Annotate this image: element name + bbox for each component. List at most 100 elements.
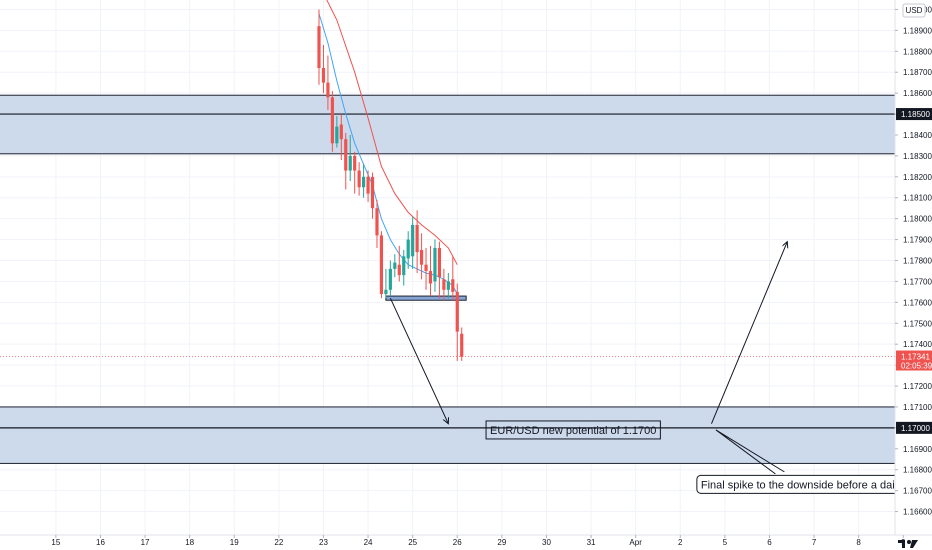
candle[interactable] bbox=[451, 256, 455, 301]
candle[interactable] bbox=[393, 254, 397, 278]
candle[interactable] bbox=[326, 55, 330, 110]
candle[interactable] bbox=[411, 216, 415, 269]
candle[interactable] bbox=[433, 239, 437, 292]
callout-pointer bbox=[715, 429, 785, 475]
time-ticks: 15161718192223242526293031Apr256789 bbox=[51, 535, 906, 547]
time-tick-label: 17 bbox=[141, 538, 150, 547]
candle[interactable] bbox=[402, 250, 406, 286]
time-tick-label: 5 bbox=[723, 538, 728, 547]
candle[interactable] bbox=[446, 273, 450, 299]
candle-body bbox=[442, 279, 446, 290]
time-tick-label: 6 bbox=[767, 538, 772, 547]
candle[interactable] bbox=[366, 170, 370, 202]
price-tick-label: 1.17400 bbox=[903, 340, 932, 349]
price-tick-label: 1.18000 bbox=[903, 215, 932, 224]
candle[interactable] bbox=[455, 283, 459, 361]
candle[interactable] bbox=[428, 245, 433, 297]
candle-body bbox=[411, 224, 415, 257]
candle-body bbox=[393, 262, 397, 269]
time-tick-label: 19 bbox=[230, 538, 239, 547]
time-tick-label: 15 bbox=[51, 538, 60, 547]
candle[interactable] bbox=[362, 164, 366, 198]
candlesticks[interactable] bbox=[317, 9, 464, 361]
time-tick-label: 22 bbox=[274, 538, 283, 547]
candle-body bbox=[375, 208, 379, 236]
candle[interactable] bbox=[437, 241, 442, 299]
price-levels[interactable] bbox=[0, 113, 932, 429]
price-axis[interactable]: 1.190001.189001.188001.187001.186001.185… bbox=[894, 0, 932, 535]
candle-body bbox=[321, 68, 326, 83]
candle[interactable] bbox=[379, 231, 384, 299]
candle[interactable] bbox=[375, 199, 379, 248]
candle-body bbox=[424, 264, 428, 271]
price-tick-label: 1.17700 bbox=[903, 277, 932, 286]
candle-body bbox=[384, 289, 388, 294]
candle-body bbox=[406, 239, 410, 259]
candle[interactable] bbox=[442, 268, 446, 301]
price-tick-label: 1.17100 bbox=[903, 403, 932, 412]
annotation-box bbox=[485, 420, 661, 440]
candle-body bbox=[317, 26, 321, 69]
candle-body bbox=[455, 291, 459, 332]
price-tick-label: 1.18100 bbox=[903, 194, 932, 203]
projection-arrow[interactable] bbox=[711, 242, 787, 424]
candle[interactable] bbox=[460, 327, 464, 361]
candle-body bbox=[419, 250, 424, 265]
candle-body bbox=[357, 170, 361, 188]
support-resistance-zone[interactable] bbox=[0, 94, 932, 155]
projection-arrow[interactable] bbox=[389, 297, 448, 424]
price-label-bg bbox=[896, 421, 932, 434]
annotation-text: Final spike to the downside before a dai… bbox=[701, 479, 932, 491]
tradingview-logo bbox=[898, 540, 918, 548]
price-label-bg bbox=[896, 108, 932, 121]
candle[interactable] bbox=[330, 91, 334, 152]
candle-body bbox=[366, 176, 370, 194]
candle[interactable] bbox=[353, 151, 357, 194]
candle-body bbox=[415, 224, 419, 253]
countdown-text: 02:05:39 bbox=[901, 362, 932, 371]
candle-body bbox=[460, 333, 464, 357]
candle[interactable] bbox=[415, 210, 419, 274]
support-resistance-zone[interactable] bbox=[0, 406, 932, 464]
candle-body bbox=[446, 281, 450, 290]
candle[interactable] bbox=[339, 114, 343, 161]
zones[interactable] bbox=[0, 94, 932, 464]
time-tick-label: 18 bbox=[185, 538, 194, 547]
candle[interactable] bbox=[335, 116, 339, 148]
candle[interactable] bbox=[321, 45, 326, 94]
level-price-label: 1.18500 bbox=[896, 108, 932, 121]
candle[interactable] bbox=[397, 245, 401, 282]
candle[interactable] bbox=[348, 134, 352, 182]
price-tick-label: 1.18900 bbox=[903, 26, 932, 35]
ma-slow-line bbox=[326, 0, 458, 265]
candle[interactable] bbox=[384, 268, 388, 299]
candle-body bbox=[437, 247, 442, 278]
candle-body bbox=[326, 82, 330, 98]
candle-body bbox=[339, 124, 343, 140]
price-tick-label: 1.17900 bbox=[903, 236, 932, 245]
target-annotation[interactable]: EUR/USD new potential of 1.1700 bbox=[485, 420, 661, 440]
candle[interactable] bbox=[370, 172, 375, 219]
time-tick-label: 31 bbox=[587, 538, 596, 547]
time-tick-label: 25 bbox=[408, 538, 417, 547]
candle[interactable] bbox=[424, 247, 428, 290]
candle-body bbox=[353, 155, 357, 171]
candle[interactable] bbox=[406, 231, 410, 269]
candle[interactable] bbox=[388, 260, 392, 297]
support-zone-small[interactable] bbox=[385, 295, 467, 301]
candle[interactable] bbox=[357, 162, 361, 196]
candle[interactable] bbox=[344, 132, 348, 190]
candle[interactable] bbox=[419, 233, 424, 280]
time-tick-label: 2 bbox=[678, 538, 683, 547]
time-axis[interactable]: 15161718192223242526293031Apr256789 bbox=[0, 534, 932, 550]
time-tick-label: 29 bbox=[497, 538, 506, 547]
price-tick-label: 1.16600 bbox=[903, 508, 932, 517]
price-tick-label: 1.17500 bbox=[903, 319, 932, 328]
correction-annotation[interactable]: Final spike to the downside before a dai… bbox=[696, 474, 932, 494]
candle-body bbox=[379, 235, 384, 294]
price-label-text: 1.18500 bbox=[901, 110, 930, 119]
drawings[interactable]: EUR/USD new potential of 1.1700 Final spi… bbox=[389, 242, 932, 494]
candle[interactable] bbox=[317, 9, 321, 85]
